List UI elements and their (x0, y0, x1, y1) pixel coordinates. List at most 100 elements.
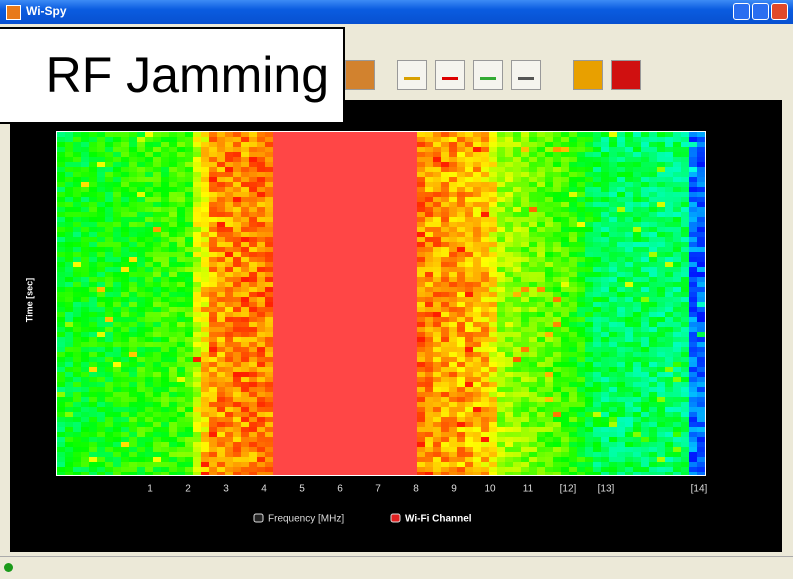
heatmap-cell (489, 347, 497, 352)
heatmap-cell (297, 337, 305, 342)
heatmap-cell (273, 452, 281, 457)
heatmap-cell (449, 142, 457, 147)
heatmap-cell (321, 382, 329, 387)
heatmap-cell (201, 207, 209, 212)
heatmap-cell (337, 182, 345, 187)
heatmap-cell (169, 182, 177, 187)
heatmap-cell (177, 467, 185, 472)
heatmap-cell (449, 387, 457, 392)
heatmap-cell (97, 172, 105, 177)
heatmap-cell (353, 337, 361, 342)
heatmap-cell (529, 147, 537, 152)
heatmap-cell (529, 432, 537, 437)
heatmap-cell (609, 207, 617, 212)
heatmap-cell (433, 232, 441, 237)
heatmap-cell (321, 262, 329, 267)
heatmap-cell (241, 132, 249, 137)
heatmap-cell (241, 137, 249, 142)
heatmap-cell (305, 172, 313, 177)
heatmap-cell (225, 167, 233, 172)
heatmap-cell (289, 317, 297, 322)
heatmap-cell (633, 162, 641, 167)
heatmap-cell (177, 232, 185, 237)
heatmap-cell (233, 357, 241, 362)
heatmap-cell (113, 142, 121, 147)
heatmap-cell (305, 187, 313, 192)
heatmap-cell (633, 172, 641, 177)
heatmap-cell (225, 242, 233, 247)
heatmap-cell (353, 397, 361, 402)
heatmap-cell (145, 427, 153, 432)
heatmap-cell (297, 412, 305, 417)
heatmap-cell (65, 347, 73, 352)
heatmap-cell (57, 167, 65, 172)
heatmap-cell (633, 137, 641, 142)
heatmap-cell (473, 452, 481, 457)
heatmap-cell (185, 307, 193, 312)
heatmap-cell (585, 382, 593, 387)
heatmap-cell (449, 357, 457, 362)
heatmap-cell (257, 267, 265, 272)
heatmap-cell (273, 382, 281, 387)
heatmap-cell (105, 147, 113, 152)
heatmap-cell (337, 242, 345, 247)
heatmap-cell (433, 452, 441, 457)
heatmap-cell (321, 422, 329, 427)
heatmap-cell (489, 182, 497, 187)
heatmap-cell (89, 347, 97, 352)
heatmap-cell (257, 157, 265, 162)
heatmap-cell (57, 177, 65, 182)
heatmap-cell (369, 312, 377, 317)
heatmap-cell (233, 197, 241, 202)
heatmap-cell (297, 362, 305, 367)
heatmap-cell (449, 187, 457, 192)
heatmap-cell (273, 212, 281, 217)
heatmap-cell (137, 352, 145, 357)
heatmap-cell (433, 247, 441, 252)
heatmap-cell (441, 372, 449, 377)
heatmap-cell (433, 307, 441, 312)
heatmap-cell (273, 182, 281, 187)
heatmap-cell (369, 257, 377, 262)
heatmap-cell (201, 377, 209, 382)
heatmap-cell (465, 162, 473, 167)
heatmap-cell (545, 167, 553, 172)
heatmap-cell (529, 137, 537, 142)
heatmap-cell (145, 282, 153, 287)
heatmap-cell (161, 422, 169, 427)
heatmap-cell (545, 187, 553, 192)
heatmap-cell (113, 287, 121, 292)
heatmap-cell (401, 182, 409, 187)
heatmap-cell (57, 402, 65, 407)
heatmap-cell (81, 357, 89, 362)
heatmap-cell (137, 197, 145, 202)
heatmap-cell (585, 152, 593, 157)
heatmap-cell (329, 267, 337, 272)
heatmap-cell (505, 237, 513, 242)
heatmap-cell (57, 412, 65, 417)
heatmap-cell (425, 397, 433, 402)
heatmap-cell (129, 347, 137, 352)
heatmap-cell (145, 172, 153, 177)
heatmap-cell (217, 367, 225, 372)
heatmap-cell (201, 472, 209, 475)
heatmap-cell (289, 262, 297, 267)
heatmap-cell (617, 342, 625, 347)
heatmap-cell (401, 272, 409, 277)
heatmap-cell (425, 422, 433, 427)
heatmap-cell (105, 362, 113, 367)
heatmap-cell (273, 392, 281, 397)
heatmap-cell (265, 297, 273, 302)
heatmap-cell (345, 362, 353, 367)
heatmap-cell (321, 427, 329, 432)
heatmap-cell (337, 422, 345, 427)
heatmap-cell (73, 312, 81, 317)
heatmap-cell (353, 262, 361, 267)
heatmap-cell (425, 322, 433, 327)
heatmap-cell (465, 322, 473, 327)
heatmap-cell (97, 357, 105, 362)
heatmap-cell (113, 257, 121, 262)
heatmap-cell (137, 307, 145, 312)
heatmap-cell (465, 227, 473, 232)
heatmap-cell (369, 387, 377, 392)
